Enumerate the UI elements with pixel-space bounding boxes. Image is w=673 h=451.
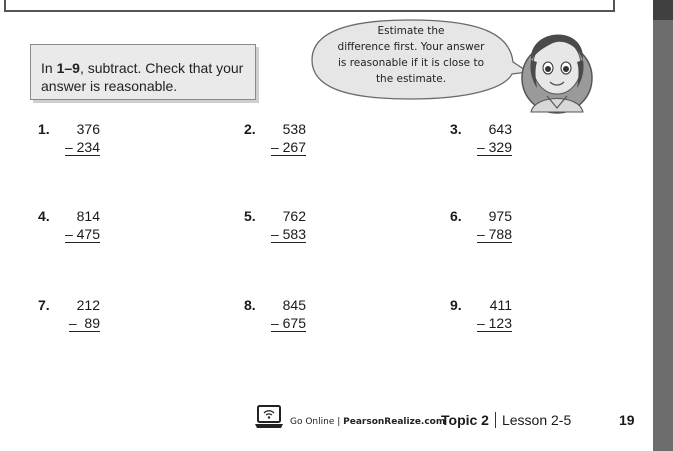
page-number: 19 — [619, 412, 635, 428]
problem-number: 1. — [38, 121, 50, 137]
student-avatar — [521, 34, 593, 114]
minuend: 538 — [282, 121, 306, 137]
problem-range: 1–9 — [56, 60, 80, 76]
subtrahend: – 329 — [476, 139, 512, 156]
go-online-link[interactable]: Go Online | PearsonRealize.com — [290, 417, 446, 427]
problem-number: 5. — [244, 208, 256, 224]
problem-number: 2. — [244, 121, 256, 137]
instruction-box: In 1–9, subtract. Check that your answer… — [30, 44, 256, 100]
speech-bubble-text: Estimate the difference first. Your answ… — [337, 25, 485, 85]
lesson-label: Lesson 2-5 — [501, 412, 572, 428]
subtrahend: – 475 — [64, 226, 100, 243]
problem-5: 5. 762 – 583 — [244, 208, 404, 248]
topic-label: Topic 2 — [441, 412, 489, 428]
subtrahend: – 675 — [270, 315, 306, 332]
subtrahend: – 267 — [270, 139, 306, 156]
problem-1: 1. 376 – 234 — [38, 121, 198, 161]
problem-number: 7. — [38, 297, 50, 313]
minuend: 643 — [488, 121, 512, 137]
minuend: 411 — [489, 297, 512, 313]
minuend: 975 — [488, 208, 512, 224]
minuend: 212 — [76, 297, 100, 313]
topic-lesson-label: Topic 2 Lesson 2-5 — [441, 412, 571, 428]
subtrahend: – 583 — [270, 226, 306, 243]
minuend: 762 — [282, 208, 306, 224]
problem-7: 7. 212 – 89 — [38, 297, 198, 337]
instruction-text: In 1–9, subtract. Check that your answer… — [41, 60, 244, 94]
problem-number: 9. — [450, 297, 462, 313]
problem-number: 6. — [450, 208, 462, 224]
subtrahend: – 89 — [68, 315, 100, 332]
problem-3: 3. 643 – 329 — [450, 121, 610, 161]
subtrahend: – 123 — [476, 315, 512, 332]
minuend: 814 — [76, 208, 100, 224]
divider — [494, 412, 496, 428]
problem-number: 4. — [38, 208, 50, 224]
problem-2: 2. 538 – 267 — [244, 121, 404, 161]
subtrahend: – 788 — [476, 226, 512, 243]
page-edge-corner — [653, 0, 673, 20]
problem-number: 8. — [244, 297, 256, 313]
problem-6: 6. 975 – 788 — [450, 208, 610, 248]
laptop-wifi-icon — [255, 405, 283, 428]
minuend: 845 — [282, 297, 306, 313]
top-frame-box — [4, 0, 615, 12]
minuend: 376 — [76, 121, 100, 137]
page-edge-bar — [653, 0, 673, 451]
problem-9: 9. 411 – 123 — [450, 297, 610, 337]
problem-8: 8. 845 – 675 — [244, 297, 404, 337]
problem-4: 4. 814 – 475 — [38, 208, 198, 248]
pearson-realize-link[interactable]: PearsonRealize.com — [343, 417, 446, 427]
problem-number: 3. — [450, 121, 462, 137]
subtrahend: – 234 — [64, 139, 100, 156]
